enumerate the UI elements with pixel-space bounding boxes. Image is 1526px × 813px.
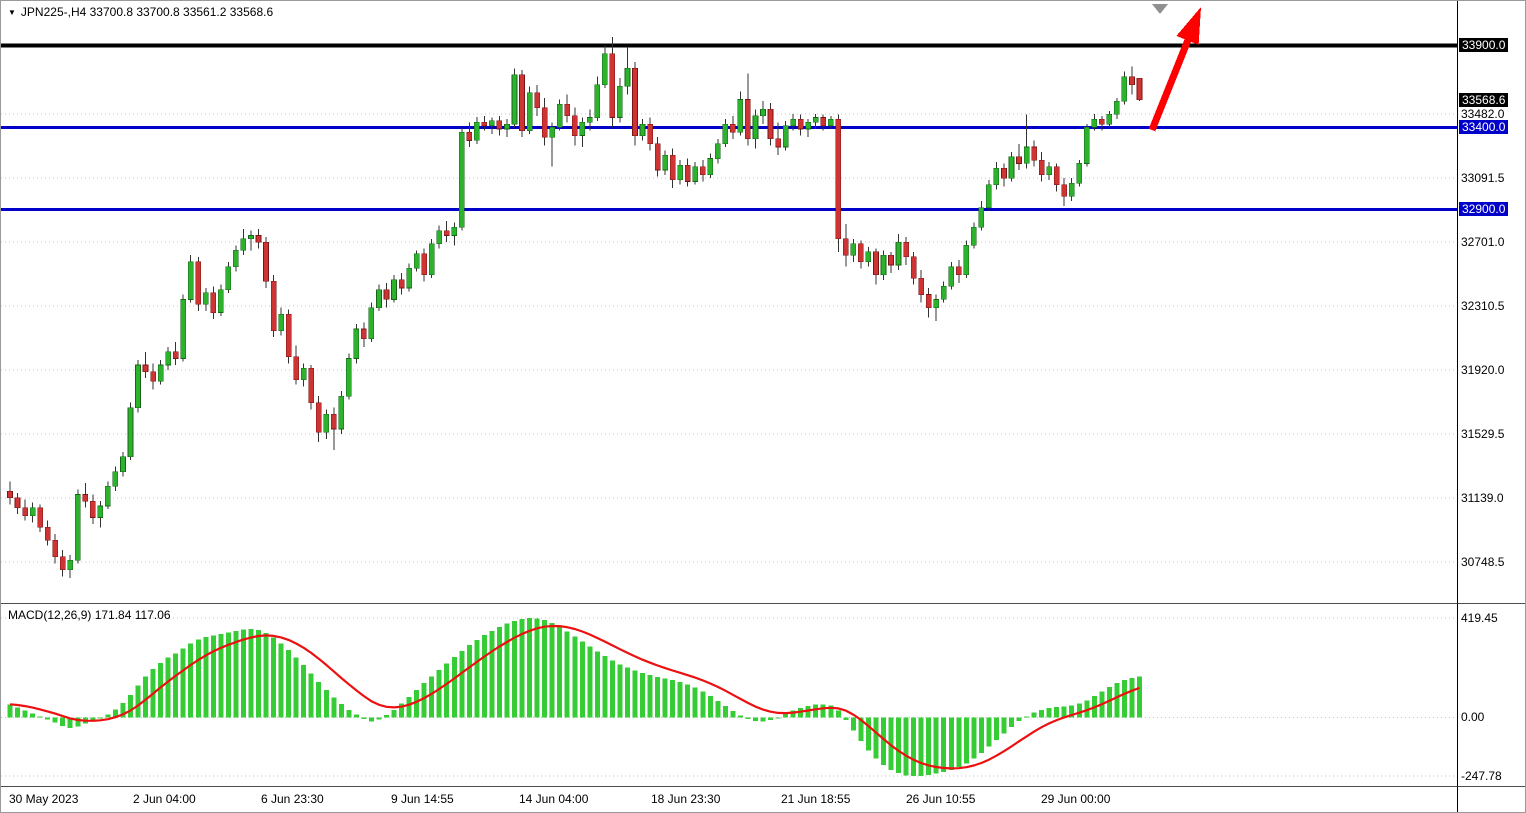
macd-info: MACD(12,26,9) 171.84 117.06 bbox=[8, 608, 171, 623]
macd-histogram bbox=[7, 618, 1142, 777]
macd-axis-label: 0.00 bbox=[1461, 710, 1485, 724]
scroll-marker-icon[interactable] bbox=[1152, 4, 1168, 14]
price-axis-label: 30748.5 bbox=[1461, 555, 1505, 569]
time-axis-label: 2 Jun 04:00 bbox=[133, 792, 196, 806]
price-chart-surface[interactable]: ▼ JPN225-,H4 33700.8 33700.8 33561.2 3356… bbox=[1, 1, 1457, 603]
time-axis-label: 30 May 2023 bbox=[9, 792, 79, 806]
macd-axis[interactable]: 419.45 0.00 -247.78 bbox=[1457, 603, 1525, 786]
macd-axis-label: 419.45 bbox=[1461, 611, 1498, 625]
symbol-info: ▼ JPN225-,H4 33700.8 33700.8 33561.2 3356… bbox=[8, 5, 273, 20]
macd-canvas[interactable] bbox=[1, 604, 1457, 786]
price-axis[interactable]: 33900.0 33568.6 33482.0 33400.0 33091.5 32900… bbox=[1457, 1, 1525, 603]
price-axis-label: 31920.0 bbox=[1461, 363, 1505, 377]
macd-info-text: MACD(12,26,9) 171.84 117.06 bbox=[8, 608, 171, 622]
price-badge: 32900.0 bbox=[1459, 202, 1509, 216]
horizontal-price-lines[interactable] bbox=[1, 43, 1457, 211]
price-gridlines bbox=[1, 113, 1457, 563]
price-axis-label: 33091.5 bbox=[1461, 171, 1505, 185]
price-axis-label: 31139.0 bbox=[1461, 491, 1504, 505]
axis-corner bbox=[1457, 786, 1525, 812]
time-axis-label: 18 Jun 23:30 bbox=[651, 792, 721, 806]
time-axis-label: 9 Jun 14:55 bbox=[391, 792, 454, 806]
price-badge: 33400.0 bbox=[1459, 120, 1509, 134]
macd-gridlines bbox=[1, 617, 1457, 777]
time-axis-label: 14 Jun 04:00 bbox=[519, 792, 589, 806]
price-badge: 33568.6 bbox=[1459, 93, 1509, 107]
price-badge: 33900.0 bbox=[1459, 38, 1509, 52]
time-axis-label: 29 Jun 00:00 bbox=[1041, 792, 1111, 806]
trend-arrow-annotation[interactable] bbox=[1148, 7, 1201, 132]
price-axis-label: 32310.5 bbox=[1461, 299, 1505, 313]
macd-signal-line bbox=[9, 624, 1140, 770]
time-axis[interactable]: 30 May 2023 2 Jun 04:00 6 Jun 23:30 9 Jun 1… bbox=[1, 786, 1457, 812]
price-chart-canvas[interactable] bbox=[1, 1, 1457, 603]
price-axis-label: 32701.0 bbox=[1461, 235, 1505, 249]
macd-indicator-surface[interactable]: MACD(12,26,9) 171.84 117.06 bbox=[1, 603, 1457, 786]
time-axis-label: 26 Jun 10:55 bbox=[906, 792, 976, 806]
price-axis-label: 31529.5 bbox=[1461, 427, 1505, 441]
time-axis-label: 21 Jun 18:55 bbox=[781, 792, 851, 806]
candlesticks bbox=[7, 37, 1143, 579]
price-axis-label: 33482.0 bbox=[1461, 107, 1505, 121]
symbol-dropdown-icon[interactable]: ▼ bbox=[8, 8, 16, 17]
symbol-info-text: JPN225-,H4 33700.8 33700.8 33561.2 33568… bbox=[20, 5, 274, 19]
time-axis-label: 6 Jun 23:30 bbox=[261, 792, 324, 806]
macd-axis-label: -247.78 bbox=[1461, 769, 1502, 783]
